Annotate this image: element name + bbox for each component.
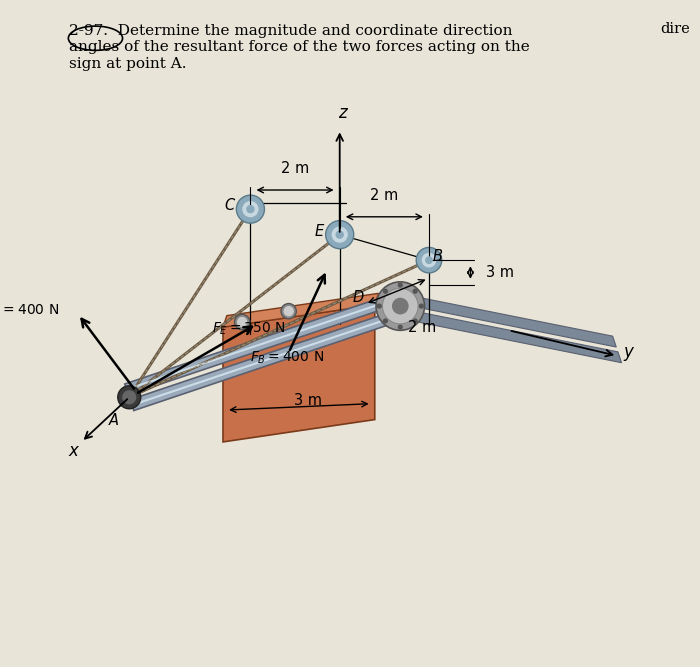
Polygon shape	[125, 293, 400, 395]
Text: A: A	[108, 414, 118, 428]
Text: 2 m: 2 m	[370, 188, 398, 203]
Circle shape	[238, 317, 246, 326]
Circle shape	[281, 303, 296, 319]
Text: z: z	[339, 104, 347, 122]
Circle shape	[123, 391, 136, 404]
Circle shape	[393, 298, 408, 313]
Polygon shape	[223, 293, 379, 327]
Text: x: x	[69, 442, 78, 460]
Polygon shape	[130, 309, 405, 411]
Text: $F_C = 400\ \mathrm{N}$: $F_C = 400\ \mathrm{N}$	[0, 303, 59, 319]
Circle shape	[398, 325, 402, 329]
Circle shape	[416, 247, 442, 273]
Text: D: D	[353, 289, 364, 305]
Circle shape	[419, 304, 424, 308]
Text: C: C	[224, 199, 234, 213]
Circle shape	[382, 288, 418, 324]
Circle shape	[247, 205, 254, 213]
Circle shape	[413, 289, 417, 293]
Circle shape	[384, 319, 387, 323]
Text: 2 m: 2 m	[409, 320, 437, 335]
Circle shape	[376, 282, 424, 330]
Text: 3 m: 3 m	[295, 393, 323, 408]
Circle shape	[234, 314, 250, 329]
Circle shape	[384, 289, 387, 293]
Text: 3 m: 3 m	[486, 265, 514, 280]
Polygon shape	[401, 309, 622, 363]
Text: y: y	[624, 343, 634, 361]
Text: dire: dire	[661, 22, 690, 36]
Polygon shape	[223, 305, 374, 442]
Text: 2-97.  Determine the magnitude and coordinate direction
angles of the resultant : 2-97. Determine the magnitude and coordi…	[69, 24, 529, 71]
Circle shape	[377, 304, 381, 308]
Circle shape	[326, 221, 354, 249]
Circle shape	[413, 319, 417, 323]
Text: B: B	[432, 249, 442, 265]
Polygon shape	[395, 293, 616, 347]
Circle shape	[331, 226, 349, 243]
Circle shape	[336, 231, 343, 238]
Text: $F_B = 400\ \mathrm{N}$: $F_B = 400\ \mathrm{N}$	[251, 350, 325, 366]
Text: $F_E = 350\ \mathrm{N}$: $F_E = 350\ \mathrm{N}$	[212, 320, 286, 337]
Circle shape	[118, 386, 141, 409]
Circle shape	[426, 257, 432, 263]
Circle shape	[421, 252, 437, 268]
Circle shape	[398, 283, 402, 287]
Circle shape	[241, 201, 259, 218]
Circle shape	[237, 195, 265, 223]
Circle shape	[284, 307, 293, 315]
Text: E: E	[314, 224, 324, 239]
Text: 2 m: 2 m	[281, 161, 309, 176]
